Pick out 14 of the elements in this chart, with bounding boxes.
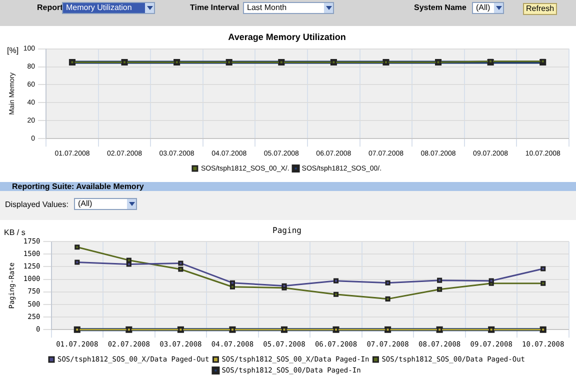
chart-title: Paging [272, 226, 302, 235]
text: Refresh [523, 3, 558, 15]
text: (All) [472, 2, 504, 14]
text: Time Interval [190, 3, 240, 13]
text: System Name [414, 3, 466, 13]
text: Last Month [243, 2, 334, 14]
text: Report [37, 3, 63, 13]
text: (All) [74, 198, 137, 210]
text: KB / s [4, 228, 26, 238]
text: Displayed Values: [5, 200, 68, 210]
text: Memory Utilization [62, 2, 155, 14]
text: Reporting Suite: Available Memory [12, 182, 144, 192]
chart-title: Average Memory Utilization [228, 32, 346, 42]
text: [%] [7, 46, 19, 56]
